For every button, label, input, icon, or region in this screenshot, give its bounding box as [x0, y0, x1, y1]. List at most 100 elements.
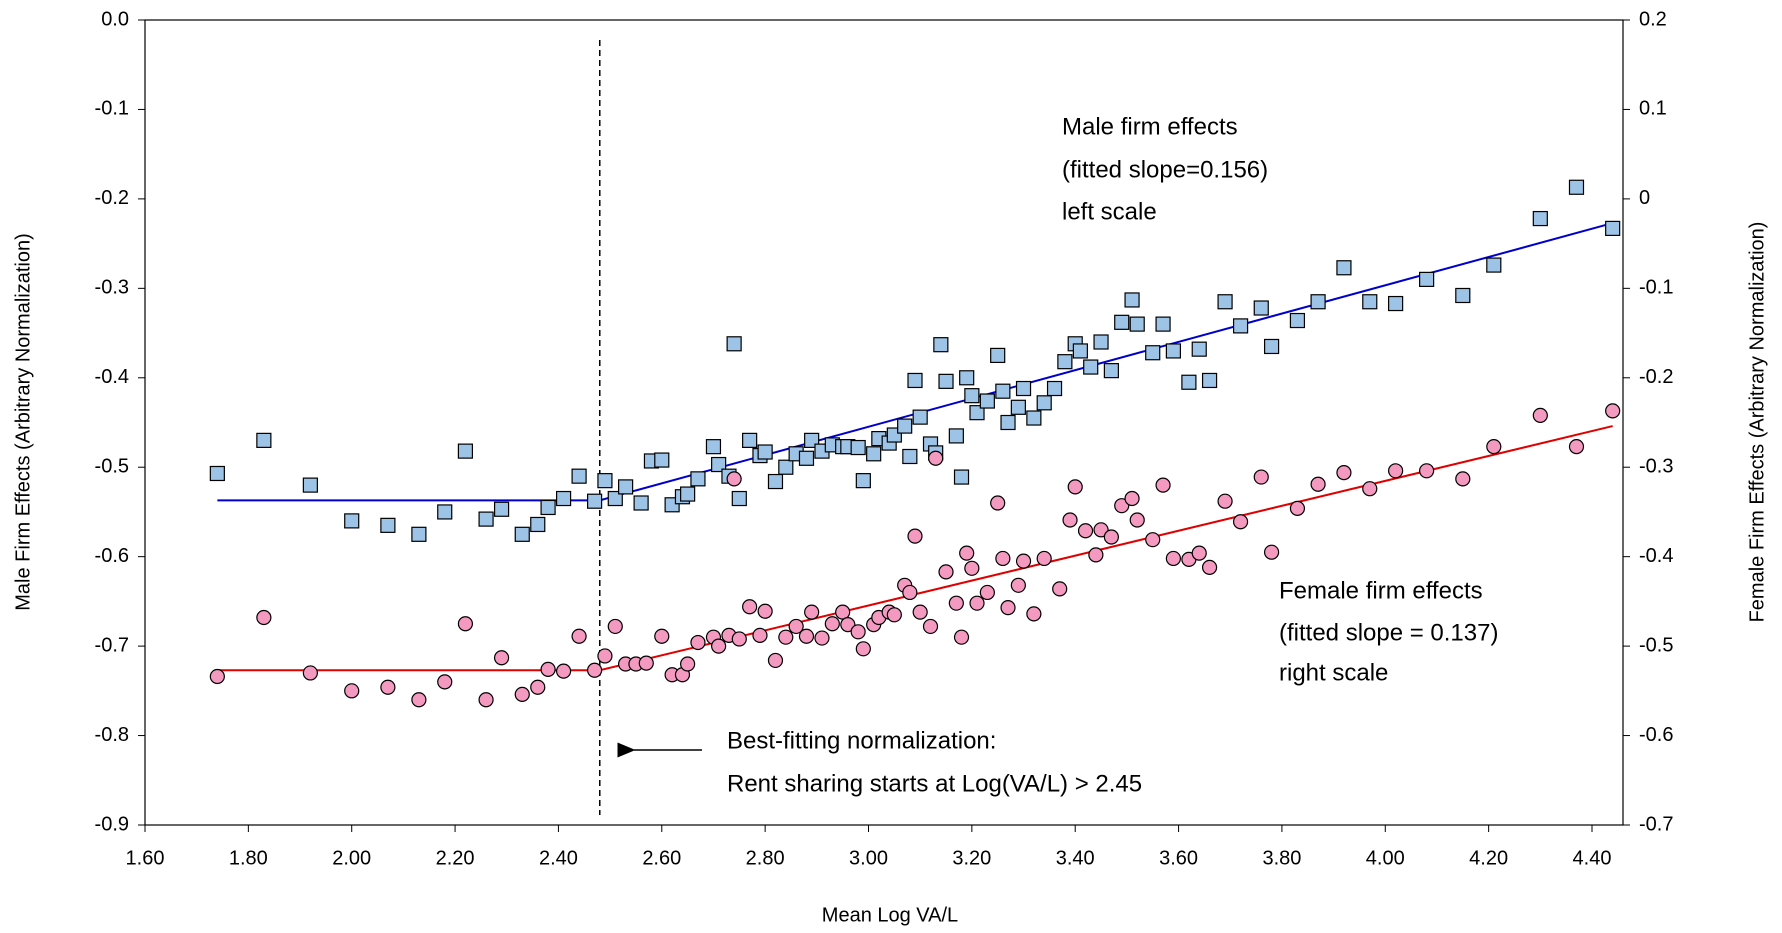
circle-point [1155, 477, 1171, 493]
x-tick-label: 4.20 [1469, 847, 1508, 869]
x-tick-label: 1.80 [229, 847, 268, 869]
circle-point [959, 545, 975, 561]
circle-point [607, 618, 623, 635]
circle-point [1388, 463, 1404, 479]
circle-point [555, 663, 572, 679]
circle-point [1310, 476, 1326, 492]
square-point [953, 469, 970, 485]
circle-point [840, 617, 856, 633]
y-tick-label: -0.8 [95, 724, 129, 746]
circle-point [1289, 500, 1306, 516]
circle-point [788, 618, 804, 635]
square-point [493, 501, 510, 517]
circle-point [938, 564, 954, 580]
circle-point [912, 604, 928, 620]
circle-point [731, 631, 747, 647]
square-point [1010, 399, 1026, 415]
circle-point [964, 560, 980, 576]
annotation: right scale [1279, 659, 1388, 686]
x-axis-title: Mean Log VA/L [822, 904, 958, 926]
circle-point [597, 648, 613, 664]
circle-point [979, 584, 995, 601]
circle-point [835, 604, 851, 620]
square-point [1114, 314, 1130, 330]
circle-point [256, 609, 272, 626]
annotation: (fitted slope=0.156) [1062, 156, 1268, 183]
circle-point [1165, 550, 1181, 567]
annotation: Best-fitting normalization: [727, 727, 996, 754]
square-point [209, 465, 225, 482]
annotation: left scale [1062, 198, 1157, 225]
circle-point [922, 618, 939, 635]
circle-point [1077, 523, 1094, 539]
square-point [597, 473, 613, 489]
circle-point [1336, 464, 1352, 481]
square-point [1015, 380, 1032, 397]
y2-tick-label: -0.7 [1639, 813, 1673, 835]
square-point [1145, 345, 1161, 361]
square-point [959, 370, 975, 386]
circle-point [638, 655, 654, 671]
x-tick-label: 3.60 [1159, 847, 1198, 869]
square-point [969, 405, 985, 421]
circle-point [1201, 559, 1218, 576]
square-point [555, 490, 572, 507]
square-point [948, 428, 964, 444]
circle-point [1088, 547, 1104, 563]
square-point [1310, 294, 1326, 310]
circle-point [1217, 493, 1233, 509]
square-point [1605, 220, 1621, 237]
square-point [633, 495, 649, 511]
circle-point [540, 661, 556, 677]
x-tick-label: 2.00 [332, 847, 371, 869]
square-point [1253, 300, 1269, 316]
circle-point [1605, 403, 1621, 419]
circle-point [530, 679, 546, 695]
circle-point [886, 607, 902, 623]
x-tick-label: 1.60 [126, 847, 165, 869]
circle-point [1232, 514, 1249, 530]
y2-tick-label: 0 [1639, 187, 1650, 209]
square-point [1217, 294, 1233, 310]
square-point [457, 443, 474, 459]
circle-point [1129, 512, 1145, 528]
circle-point [1093, 522, 1109, 538]
circle-point [1114, 498, 1130, 514]
circle-point [948, 595, 964, 611]
y2-tick-label: -0.3 [1639, 456, 1673, 478]
square-point [1568, 179, 1585, 195]
square-point [902, 448, 918, 465]
x-tick-label: 2.20 [436, 847, 475, 869]
square-point [1486, 257, 1502, 273]
circle-point [437, 674, 453, 690]
square-point [1455, 287, 1471, 304]
square-point [938, 373, 954, 389]
circle-point [711, 638, 727, 654]
square-point [571, 468, 587, 484]
square-point [437, 504, 453, 520]
square-point [705, 439, 722, 455]
circle-point [344, 683, 360, 699]
square-point [380, 517, 396, 533]
circle-point [1124, 490, 1140, 507]
circle-point [969, 595, 985, 611]
circle-point [990, 495, 1006, 511]
square-point [897, 418, 913, 434]
x-tick-label: 3.00 [849, 847, 888, 869]
circle-point [571, 628, 587, 644]
square-point [1026, 410, 1042, 426]
y2-tick-label: 0.2 [1639, 8, 1667, 30]
square-point [778, 459, 794, 475]
circle-point [757, 603, 773, 619]
square-point [1181, 374, 1197, 390]
square-point [302, 477, 318, 493]
x-tick-label: 2.60 [642, 847, 681, 869]
square-point [1000, 414, 1016, 431]
circle-point [1062, 512, 1078, 528]
circle-point [690, 634, 706, 651]
circle-point [767, 652, 784, 669]
circle-point [478, 692, 494, 708]
square-point [1336, 260, 1352, 276]
circle-point [1000, 600, 1016, 616]
circle-point [778, 629, 794, 645]
